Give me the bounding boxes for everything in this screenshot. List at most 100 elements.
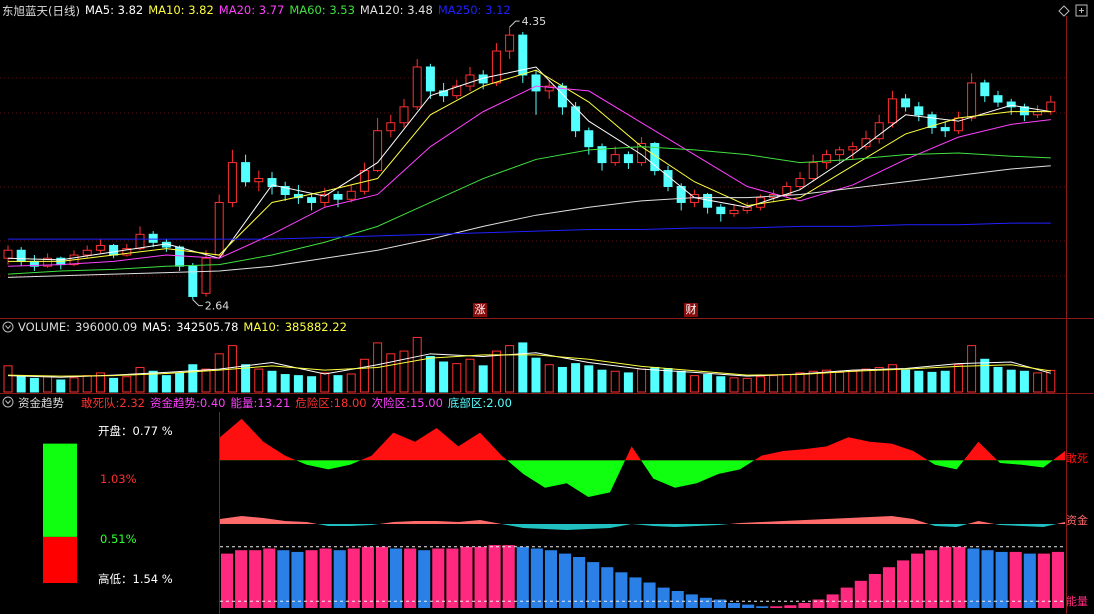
event-badge[interactable]: 涨 bbox=[473, 303, 487, 317]
volume-bar bbox=[122, 376, 132, 393]
volume-bar bbox=[1033, 372, 1043, 393]
event-badge[interactable]: 财 bbox=[684, 303, 698, 317]
legend-value: 385882.22 bbox=[284, 320, 347, 334]
volume-bar bbox=[518, 342, 528, 393]
candle-body bbox=[320, 193, 330, 203]
candle-body bbox=[637, 142, 647, 164]
energy-bar bbox=[587, 562, 600, 608]
candle-body bbox=[821, 154, 831, 164]
candle-body bbox=[82, 249, 92, 256]
annotation-leader bbox=[192, 299, 203, 307]
volume-bar bbox=[386, 353, 396, 393]
ma-line bbox=[8, 69, 1051, 262]
price-header: 东旭蓝天(日线) MA5: 3.82 MA10: 3.82 MA20: 3.77 MA6… bbox=[2, 3, 511, 19]
candle-body bbox=[254, 178, 264, 183]
legend-value: 3.48 bbox=[407, 3, 433, 17]
energy-bar bbox=[629, 577, 642, 608]
legend-name: MA20: bbox=[218, 3, 256, 17]
volume-bar bbox=[637, 368, 647, 393]
volume-bar bbox=[214, 353, 224, 393]
energy-bar bbox=[967, 548, 980, 608]
candle-body bbox=[109, 244, 119, 256]
volume-bar bbox=[610, 370, 620, 393]
candle-body bbox=[491, 50, 501, 84]
volume-bar bbox=[703, 374, 713, 393]
volume-bar bbox=[729, 377, 739, 393]
volume-name: VOLUME: bbox=[18, 320, 71, 334]
item-value: 15.00 bbox=[409, 396, 443, 410]
range-name: 高低： bbox=[98, 572, 133, 586]
volume-bar bbox=[584, 365, 594, 393]
candle-body bbox=[531, 74, 541, 92]
candle-body bbox=[993, 95, 1003, 103]
chart-title: 东旭蓝天(日线) bbox=[2, 4, 80, 18]
volume-bar bbox=[254, 368, 264, 393]
item-name: 次险区: bbox=[371, 396, 410, 410]
high-label: 4.35 bbox=[522, 15, 547, 28]
volume-bar bbox=[914, 370, 924, 393]
item-name: 能量: bbox=[230, 396, 258, 410]
volume-bar bbox=[359, 358, 369, 393]
legend-item: MA250: 3.12 bbox=[438, 3, 511, 19]
energy-bar bbox=[995, 551, 1008, 608]
energy-bar bbox=[953, 546, 966, 608]
candle-body bbox=[201, 257, 211, 294]
candle-body bbox=[914, 106, 924, 116]
down-bar bbox=[43, 536, 77, 583]
volume-bar bbox=[452, 363, 462, 393]
energy-bar bbox=[699, 597, 712, 608]
legend-value: 3.82 bbox=[117, 3, 144, 17]
item-value: 18.00 bbox=[333, 396, 367, 410]
candle-body bbox=[386, 122, 396, 132]
header-item: 危险区:18.00 bbox=[295, 395, 366, 411]
icons bbox=[2, 4, 1088, 408]
energy-bar bbox=[925, 550, 938, 608]
volume-bar bbox=[439, 361, 449, 393]
candle-body bbox=[333, 193, 343, 200]
candle-body bbox=[927, 114, 937, 129]
volume-bar bbox=[835, 371, 845, 393]
candle-body bbox=[95, 244, 105, 251]
energy-bar bbox=[643, 582, 656, 608]
candle-body bbox=[399, 106, 409, 124]
indicator-title: 资金趋势 bbox=[18, 396, 64, 410]
candle-body bbox=[980, 82, 990, 97]
candle-body bbox=[584, 130, 594, 148]
candle-body bbox=[795, 178, 805, 188]
energy-bar bbox=[573, 557, 586, 608]
item-value: 0.40 bbox=[199, 396, 226, 410]
collapse-icon[interactable] bbox=[2, 321, 14, 333]
volume-bar bbox=[399, 350, 409, 393]
grid-icon[interactable] bbox=[1075, 4, 1088, 17]
volume-bar bbox=[967, 345, 977, 393]
header-item: 能量:13.21 bbox=[230, 395, 290, 411]
item-name: 敢死队: bbox=[81, 396, 120, 410]
candle-body bbox=[214, 201, 224, 256]
volume-bar bbox=[29, 377, 39, 393]
energy-bar bbox=[474, 546, 487, 608]
range-value: 1.54 % bbox=[132, 572, 173, 586]
collapse-arrow bbox=[5, 400, 11, 405]
volume-bar bbox=[716, 376, 726, 393]
candle-body bbox=[346, 190, 356, 200]
energy-bar bbox=[432, 548, 445, 608]
energy-bar bbox=[756, 606, 769, 608]
range-row: 高低：1.54 % bbox=[98, 571, 173, 587]
ma-line bbox=[7, 85, 1051, 267]
energy-bar bbox=[685, 594, 698, 608]
volume-bar bbox=[689, 375, 699, 393]
energy-bar bbox=[1051, 551, 1064, 608]
volume-bar bbox=[346, 373, 356, 393]
energy-bar bbox=[263, 548, 276, 608]
energy-bar bbox=[742, 604, 755, 608]
collapse-icon[interactable] bbox=[2, 396, 14, 408]
candle-body bbox=[1006, 101, 1016, 108]
candle-body bbox=[465, 74, 475, 87]
energy-bar bbox=[728, 602, 741, 608]
volume-bar bbox=[16, 375, 26, 393]
candle-body bbox=[518, 34, 528, 76]
diamond-icon[interactable] bbox=[1058, 5, 1070, 17]
zj-label: 资金 bbox=[1066, 513, 1088, 527]
volume-bar bbox=[650, 366, 660, 393]
volume-bar bbox=[571, 363, 581, 393]
